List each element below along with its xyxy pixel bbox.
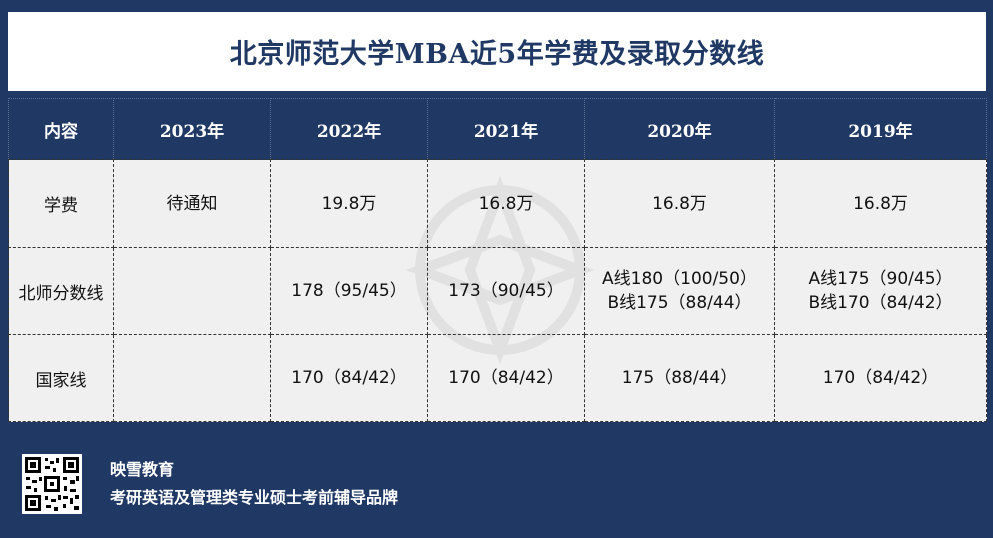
header-content: 内容 xyxy=(8,98,114,160)
title-banner: 北京师范大学MBA近5年学费及录取分数线 xyxy=(8,12,986,91)
brand-block: 映雪教育 考研英语及管理类专业硕士考前辅导品牌 xyxy=(110,456,398,512)
table-cell: 175（88/44） xyxy=(584,334,775,422)
table-row: 国家线 170（84/42） 170（84/42） 175（88/44） 170… xyxy=(8,334,987,422)
header-2022: 2022年 xyxy=(270,98,428,160)
row-label-tuition: 学费 xyxy=(8,159,114,248)
table-cell: 173（90/45） xyxy=(427,247,585,335)
fees-table: 内容 2023年 2022年 2021年 2020年 2019年 学费 待通知 … xyxy=(8,98,987,422)
table-cell: 178（95/45） xyxy=(270,247,428,335)
header-2019: 2019年 xyxy=(774,98,987,160)
header-2023: 2023年 xyxy=(113,98,271,160)
table-row: 学费 待通知 19.8万 16.8万 16.8万 16.8万 xyxy=(8,159,987,248)
table-cell: 170（84/42） xyxy=(774,334,987,422)
header-2021: 2021年 xyxy=(427,98,585,160)
table-cell: 19.8万 xyxy=(270,159,428,248)
table-cell xyxy=(113,334,271,422)
table-cell xyxy=(113,247,271,335)
table-cell: 170（84/42） xyxy=(270,334,428,422)
table-cell: 16.8万 xyxy=(774,159,987,248)
qr-code-icon xyxy=(22,454,82,514)
brand-slogan: 考研英语及管理类专业硕士考前辅导品牌 xyxy=(110,488,399,507)
table-cell: 170（84/42） xyxy=(427,334,585,422)
table-cell: A线175（90/45） B线170（84/42） xyxy=(774,247,987,335)
table-cell: 16.8万 xyxy=(584,159,775,248)
footer: 映雪教育 考研英语及管理类专业硕士考前辅导品牌 xyxy=(0,436,993,538)
row-label-national-line: 国家线 xyxy=(8,334,114,422)
table-cell: A线180（100/50） B线175（88/44） xyxy=(584,247,775,335)
table-cell: 16.8万 xyxy=(427,159,585,248)
table-header-row: 内容 2023年 2022年 2021年 2020年 2019年 xyxy=(8,98,987,160)
table-cell: 待通知 xyxy=(113,159,271,248)
table-row: 北师分数线 178（95/45） 173（90/45） A线180（100/50… xyxy=(8,247,987,335)
brand-name: 映雪教育 xyxy=(110,460,175,479)
page-title: 北京师范大学MBA近5年学费及录取分数线 xyxy=(229,39,765,70)
header-2020: 2020年 xyxy=(584,98,775,160)
row-label-bnu-score: 北师分数线 xyxy=(8,247,114,335)
